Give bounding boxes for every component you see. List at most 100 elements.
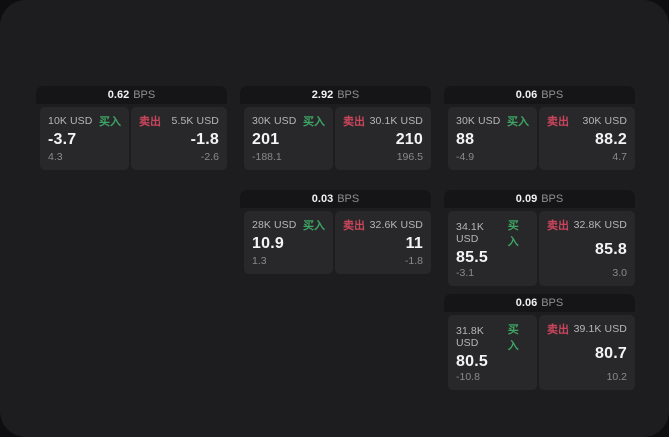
bps-value: 0.06 xyxy=(515,89,538,101)
card-header: 0.06 BPS xyxy=(444,294,635,312)
sell-price: -1.8 xyxy=(190,131,219,148)
buy-price: 10.9 xyxy=(252,235,284,252)
card-header: 0.62 BPS xyxy=(36,86,227,104)
bps-value: 0.03 xyxy=(311,193,334,205)
bps-unit-label: BPS xyxy=(133,89,156,101)
quote-card: 2.92 BPS 30K USD 买入 201 -188.1 卖出 30.1K … xyxy=(240,86,431,170)
sell-price: 80.7 xyxy=(595,345,627,362)
card-header: 0.09 BPS xyxy=(444,190,635,208)
sell-subvalue: -2.6 xyxy=(200,151,219,163)
sell-pane-top-row: 卖出 30K USD xyxy=(547,113,627,129)
sell-side-label: 卖出 xyxy=(343,220,365,232)
sell-price: 85.8 xyxy=(595,241,627,258)
buy-price: 88 xyxy=(456,131,475,148)
sell-price: 88.2 xyxy=(595,131,627,148)
quote-card: 0.06 BPS 31.8K USD 买入 80.5 -10.8 卖出 39.1… xyxy=(444,294,635,390)
buy-subvalue: -10.8 xyxy=(456,371,480,383)
sell-subvalue: -1.8 xyxy=(404,255,423,267)
buy-pane-top-row: 10K USD 买入 xyxy=(48,113,121,129)
buy-subvalue: -188.1 xyxy=(252,151,282,163)
bps-unit-label: BPS xyxy=(541,193,564,205)
buy-pane-top-row: 31.8K USD 买入 xyxy=(456,321,529,353)
buy-side-label: 买入 xyxy=(507,220,519,248)
sell-amount-label: 32.8K USD xyxy=(573,219,627,231)
sell-pane-top-row: 卖出 30.1K USD xyxy=(343,113,423,129)
sell-side-label: 卖出 xyxy=(139,116,161,128)
buy-subvalue: 4.3 xyxy=(48,151,63,163)
sell-pane[interactable]: 卖出 39.1K USD 80.7 10.2 xyxy=(539,315,635,390)
buy-pane-top-row: 30K USD 买入 xyxy=(456,113,529,129)
sell-subvalue: 4.7 xyxy=(612,151,627,163)
buy-pane-top-row: 34.1K USD 买入 xyxy=(456,217,529,249)
buy-side-label: 买入 xyxy=(507,324,519,352)
buy-side-label: 买入 xyxy=(303,116,325,128)
sell-side-label: 卖出 xyxy=(547,324,569,336)
sell-pane-top-row: 卖出 32.6K USD xyxy=(343,217,423,233)
quote-card: 0.03 BPS 28K USD 买入 10.9 1.3 卖出 32.6K US… xyxy=(240,190,431,274)
sell-pane[interactable]: 卖出 30.1K USD 210 196.5 xyxy=(335,107,431,170)
quote-card: 0.06 BPS 30K USD 买入 88 -4.9 卖出 30K USD xyxy=(444,86,635,170)
sell-pane-top-row: 卖出 32.8K USD xyxy=(547,217,627,233)
buy-price: -3.7 xyxy=(48,131,77,148)
buy-sell-panes: 30K USD 买入 201 -188.1 卖出 30.1K USD 210 1… xyxy=(244,107,431,170)
buy-amount-label: 28K USD xyxy=(252,219,297,231)
buy-pane[interactable]: 31.8K USD 买入 80.5 -10.8 xyxy=(448,315,537,390)
sell-amount-label: 39.1K USD xyxy=(573,323,627,335)
sell-price: 210 xyxy=(395,131,423,148)
sell-amount-label: 30.1K USD xyxy=(369,115,423,127)
buy-sell-panes: 10K USD 买入 -3.7 4.3 卖出 5.5K USD -1.8 -2.… xyxy=(40,107,227,170)
buy-pane[interactable]: 34.1K USD 买入 85.5 -3.1 xyxy=(448,211,537,286)
buy-sell-panes: 31.8K USD 买入 80.5 -10.8 卖出 39.1K USD 80.… xyxy=(448,315,635,390)
buy-side-label: 买入 xyxy=(99,116,121,128)
card-header: 0.06 BPS xyxy=(444,86,635,104)
card-header: 0.03 BPS xyxy=(240,190,431,208)
bps-unit-label: BPS xyxy=(541,297,564,309)
buy-amount-label: 10K USD xyxy=(48,115,93,127)
sell-pane[interactable]: 卖出 5.5K USD -1.8 -2.6 xyxy=(131,107,227,170)
buy-subvalue: -3.1 xyxy=(456,267,475,279)
buy-sell-panes: 28K USD 买入 10.9 1.3 卖出 32.6K USD 11 -1.8 xyxy=(244,211,431,274)
buy-amount-label: 31.8K USD xyxy=(456,325,484,349)
sell-subvalue: 3.0 xyxy=(612,267,627,279)
bps-value: 0.62 xyxy=(107,89,130,101)
buy-amount-label: 30K USD xyxy=(456,115,501,127)
sell-pane-top-row: 卖出 39.1K USD xyxy=(547,321,627,337)
sell-side-label: 卖出 xyxy=(547,220,569,232)
buy-price: 201 xyxy=(252,131,280,148)
quote-card-grid: 0.62 BPS 10K USD 买入 -3.7 4.3 卖出 5.5K USD xyxy=(36,86,635,390)
buy-sell-panes: 30K USD 买入 88 -4.9 卖出 30K USD 88.2 4.7 xyxy=(448,107,635,170)
buy-subvalue: -4.9 xyxy=(456,151,475,163)
card-header: 2.92 BPS xyxy=(240,86,431,104)
buy-pane-top-row: 30K USD 买入 xyxy=(252,113,325,129)
buy-pane[interactable]: 10K USD 买入 -3.7 4.3 xyxy=(40,107,129,170)
buy-pane[interactable]: 30K USD 买入 201 -188.1 xyxy=(244,107,333,170)
buy-subvalue: 1.3 xyxy=(252,255,267,267)
buy-sell-panes: 34.1K USD 买入 85.5 -3.1 卖出 32.8K USD 85.8… xyxy=(448,211,635,286)
buy-side-label: 买入 xyxy=(303,220,325,232)
bps-unit-label: BPS xyxy=(337,89,360,101)
buy-price: 80.5 xyxy=(456,353,488,370)
buy-pane[interactable]: 28K USD 买入 10.9 1.3 xyxy=(244,211,333,274)
sell-amount-label: 30K USD xyxy=(582,115,627,127)
sell-subvalue: 10.2 xyxy=(606,371,627,383)
buy-pane[interactable]: 30K USD 买入 88 -4.9 xyxy=(448,107,537,170)
sell-pane[interactable]: 卖出 32.8K USD 85.8 3.0 xyxy=(539,211,635,286)
sell-pane[interactable]: 卖出 32.6K USD 11 -1.8 xyxy=(335,211,431,274)
sell-price: 11 xyxy=(405,235,423,252)
sell-amount-label: 5.5K USD xyxy=(171,115,219,127)
sell-side-label: 卖出 xyxy=(343,116,365,128)
quote-card: 0.09 BPS 34.1K USD 买入 85.5 -3.1 卖出 32.8K… xyxy=(444,190,635,286)
bps-unit-label: BPS xyxy=(337,193,360,205)
buy-amount-label: 34.1K USD xyxy=(456,221,484,245)
bps-value: 0.09 xyxy=(515,193,538,205)
quote-card: 0.62 BPS 10K USD 买入 -3.7 4.3 卖出 5.5K USD xyxy=(36,86,227,170)
sell-pane[interactable]: 卖出 30K USD 88.2 4.7 xyxy=(539,107,635,170)
bps-value: 0.06 xyxy=(515,297,538,309)
buy-price: 85.5 xyxy=(456,249,488,266)
sell-subvalue: 196.5 xyxy=(396,151,423,163)
buy-pane-top-row: 28K USD 买入 xyxy=(252,217,325,233)
buy-amount-label: 30K USD xyxy=(252,115,297,127)
buy-side-label: 买入 xyxy=(507,116,529,128)
sell-amount-label: 32.6K USD xyxy=(369,219,423,231)
